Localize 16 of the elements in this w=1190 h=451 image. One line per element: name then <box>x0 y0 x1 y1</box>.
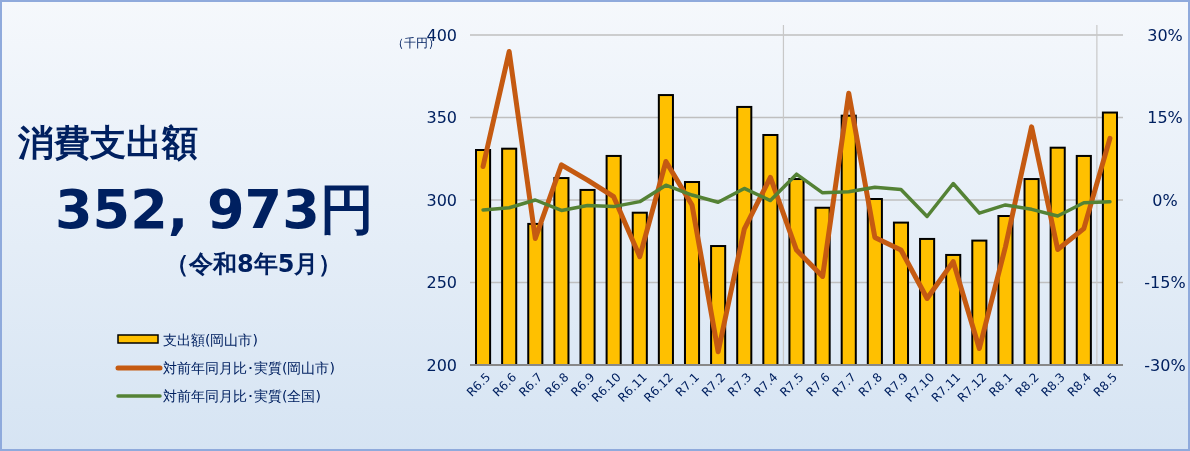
y2-tick-label: -15% <box>1144 273 1186 293</box>
legend-label: 支出額(岡山市) <box>163 331 258 348</box>
line-series <box>481 172 1112 219</box>
y-tick-label: 250 <box>426 273 457 293</box>
text: 消費支出額 <box>17 122 198 163</box>
y2-tick-label: 0% <box>1152 190 1178 210</box>
y-tick-label: 200 <box>426 355 457 375</box>
y-tick-label: 350 <box>426 108 457 128</box>
y2-tick-label: -30% <box>1144 355 1186 375</box>
legend-label: 対前年同月比･実質(全国) <box>163 387 321 404</box>
y-tick-label: 300 <box>426 190 457 210</box>
y2-tick-label: 30% <box>1147 25 1183 45</box>
y2-tick-label: 15% <box>1147 108 1183 128</box>
text: （令和8年5月） <box>165 250 343 278</box>
legend-label: 対前年同月比･実質(岡山市) <box>163 359 335 376</box>
text: 352, 973円 <box>55 178 374 241</box>
